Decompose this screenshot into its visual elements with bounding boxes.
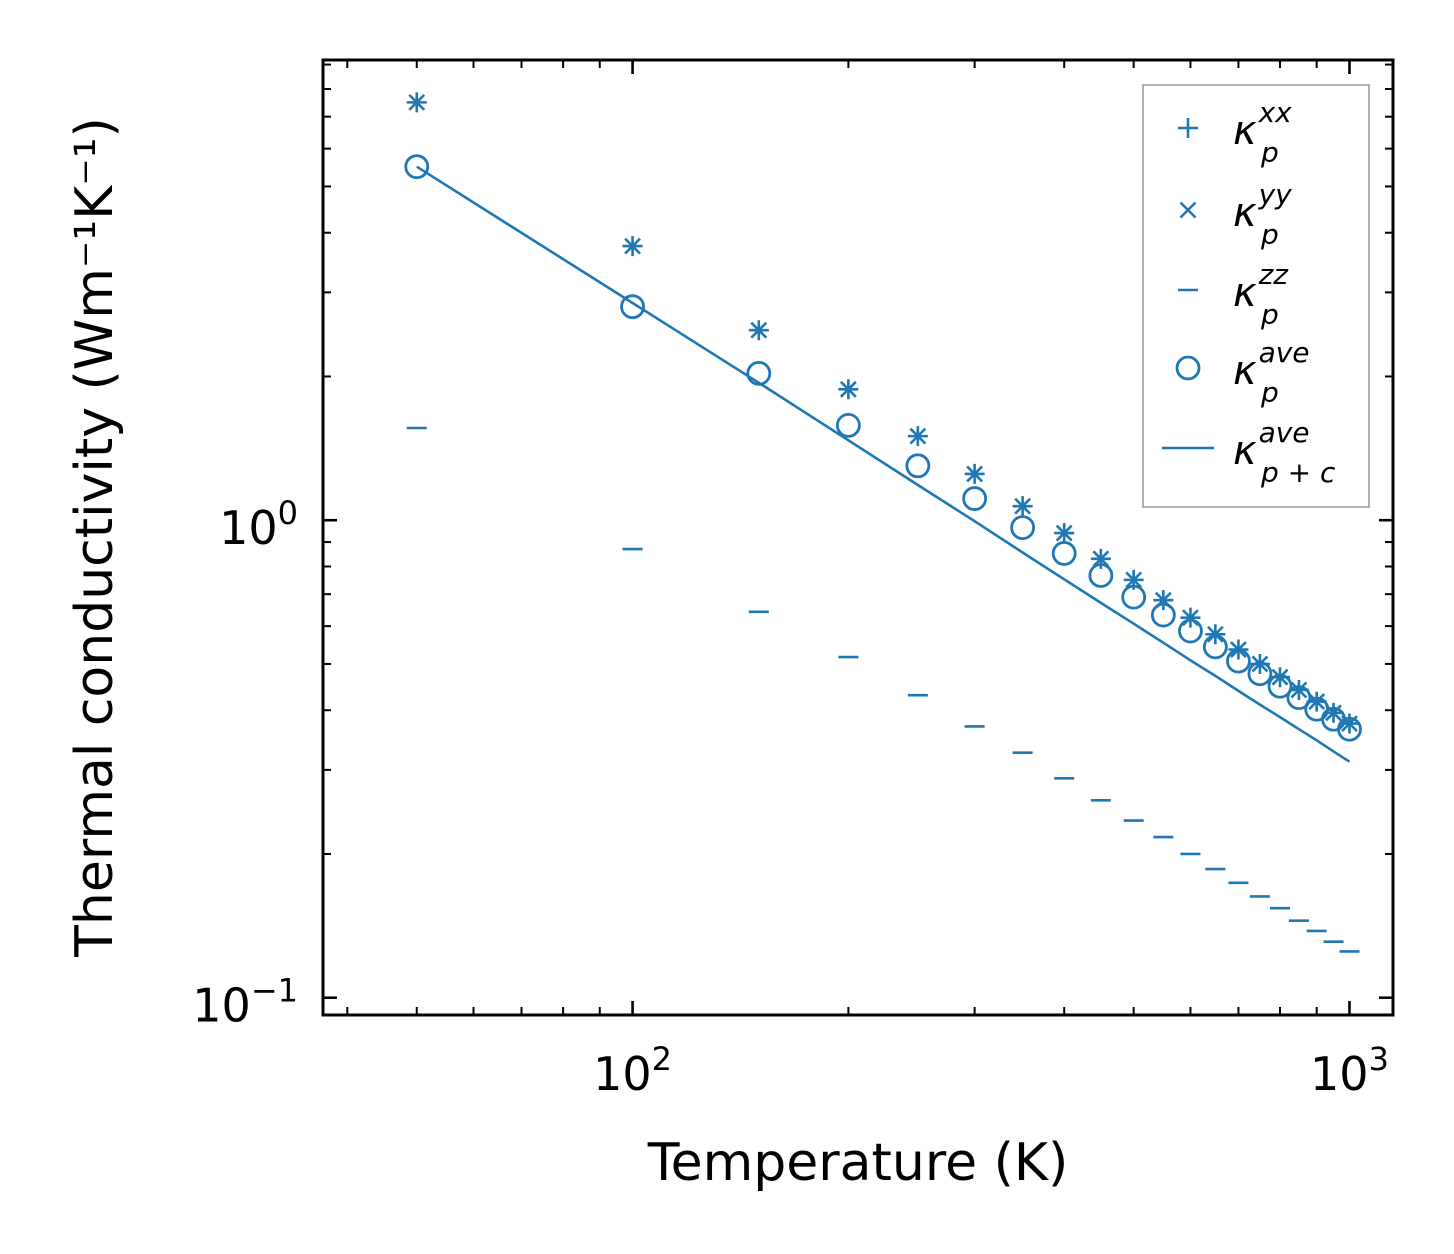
legend-label-0: κxx p	[1233, 96, 1292, 169]
legend-label-2: κzz p	[1233, 258, 1289, 331]
point-ave-13	[1226, 648, 1251, 674]
point-ave-0	[404, 154, 430, 180]
x-tick-label: 102	[593, 1040, 672, 1101]
tick-labels: 102 103 10−1 100	[192, 494, 1389, 1101]
y-tick-label: 10−1	[192, 972, 298, 1033]
legend-box	[1142, 84, 1370, 508]
point-ave-1	[620, 294, 645, 320]
point-yy-5	[966, 465, 984, 483]
series-line-ave_pc	[416, 165, 1351, 763]
point-yy-9	[1125, 571, 1143, 589]
point-ave-3	[835, 412, 861, 438]
point-yy-12	[1206, 625, 1224, 643]
point-ave-10	[1150, 602, 1176, 628]
point-ave-8	[1088, 563, 1114, 588]
point-ave-2	[746, 360, 772, 386]
point-ave-9	[1121, 584, 1147, 610]
point-yy-17	[1308, 693, 1326, 711]
point-yy-2	[750, 321, 768, 339]
point-ave-16	[1286, 685, 1312, 711]
point-ave-15	[1267, 673, 1293, 699]
point-yy-15	[1271, 668, 1289, 686]
legend-label-4: κave p + c	[1233, 416, 1336, 489]
point-ave-12	[1202, 634, 1228, 660]
point-ave-11	[1178, 618, 1203, 644]
plot-frame	[321, 58, 1395, 1017]
point-ave-6	[1010, 515, 1036, 540]
y-tick-label: 100	[219, 494, 298, 555]
x-axis-label: Temperature (K)	[647, 1133, 1069, 1193]
point-yy-4	[909, 427, 927, 445]
point-yy-8	[1092, 550, 1110, 568]
legend-label-3: κave p	[1233, 336, 1310, 409]
legend-marker-3	[1175, 355, 1201, 381]
point-yy-3	[839, 380, 857, 398]
point-yy-6	[1014, 497, 1032, 515]
point-yy-1	[624, 237, 641, 255]
point-ave-19	[1337, 716, 1362, 742]
point-ave-7	[1051, 541, 1077, 566]
point-yy-0	[408, 93, 426, 111]
y-axis-label: Thermal conductivity (Wm⁻¹K⁻¹)	[65, 117, 125, 958]
plot-marks	[404, 92, 1362, 953]
legend-marker-1	[1179, 201, 1197, 219]
x-tick-label: 103	[1310, 1040, 1389, 1101]
legend-label-1: κyy p	[1233, 178, 1292, 251]
point-yy-16	[1290, 681, 1308, 699]
point-ave-14	[1247, 661, 1273, 687]
point-ave-4	[905, 453, 931, 479]
point-ave-5	[962, 486, 988, 511]
legend-marker-0	[1178, 118, 1198, 138]
point-yy-7	[1055, 524, 1073, 542]
